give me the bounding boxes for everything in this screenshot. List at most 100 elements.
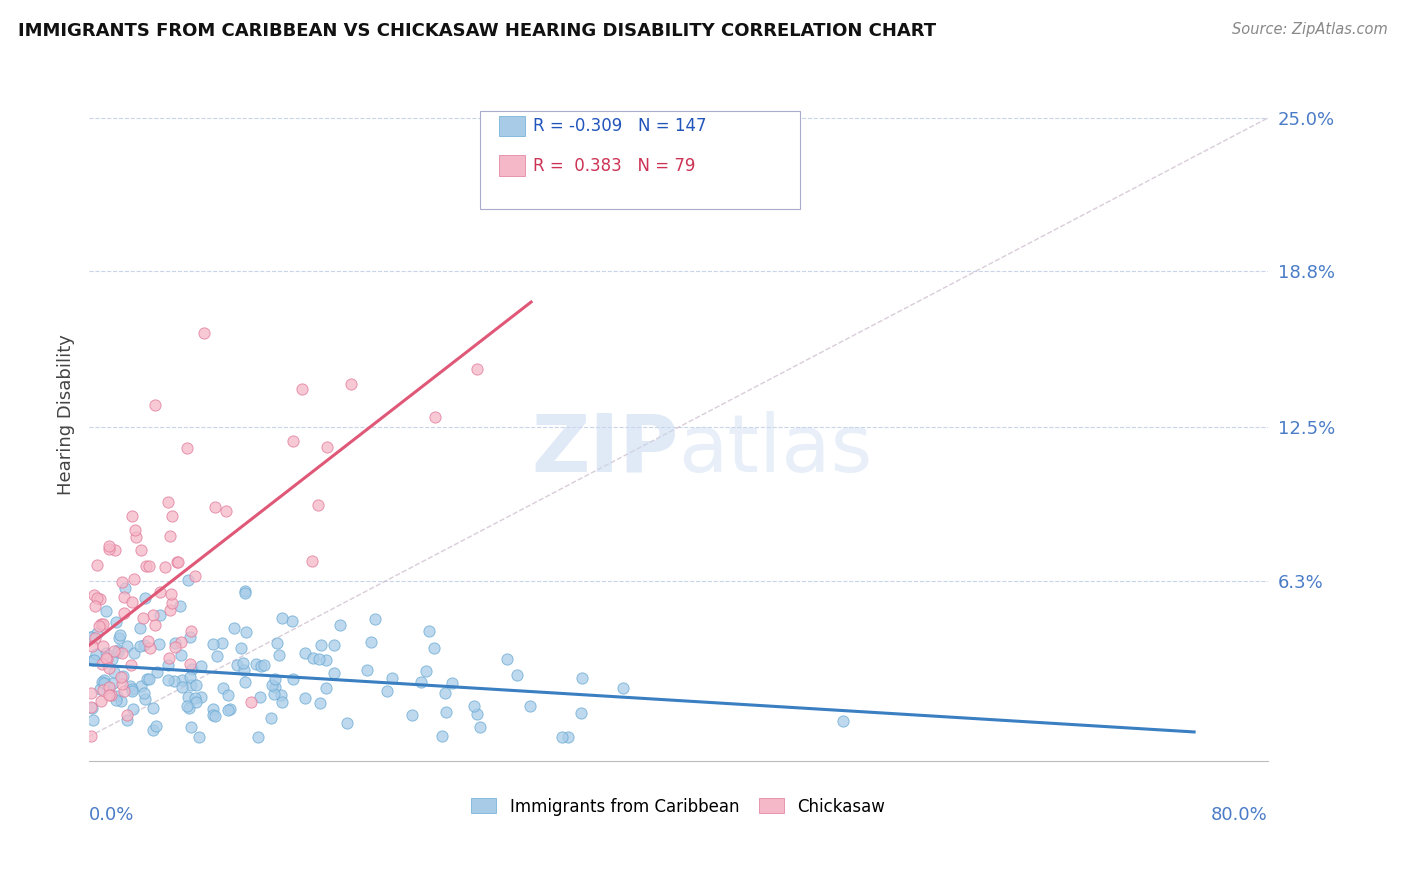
Point: [157, 673, 180, 687]
Point: [281, 434, 304, 448]
Point: [193, 326, 215, 340]
Point: [112, 683, 135, 698]
Point: [129, 621, 152, 635]
Point: [122, 702, 145, 716]
Point: [184, 678, 207, 692]
Point: [159, 603, 181, 617]
Point: [103, 644, 125, 658]
Point: [82, 701, 104, 715]
Point: [145, 665, 167, 679]
Point: [291, 382, 314, 396]
Point: [149, 584, 172, 599]
Point: [96, 651, 118, 665]
Point: [103, 665, 125, 679]
Point: [233, 584, 256, 599]
Point: [336, 715, 359, 730]
Point: [177, 690, 200, 704]
Point: [108, 628, 131, 642]
Point: [270, 688, 292, 702]
Point: [86, 591, 108, 606]
Point: [301, 554, 323, 568]
Point: [165, 640, 187, 654]
Point: [217, 703, 239, 717]
Point: [308, 652, 330, 666]
Text: IMMIGRANTS FROM CARIBBEAN VS CHICKASAW HEARING DISABILITY CORRELATION CHART: IMMIGRANTS FROM CARIBBEAN VS CHICKASAW H…: [18, 22, 936, 40]
Point: [91, 675, 114, 690]
Point: [247, 730, 270, 744]
Point: [115, 640, 138, 654]
Point: [217, 688, 239, 702]
Point: [104, 543, 127, 558]
Point: [156, 657, 179, 672]
Point: [519, 698, 541, 713]
Point: [128, 639, 150, 653]
Point: [235, 624, 257, 639]
Point: [115, 708, 138, 723]
Point: [121, 595, 143, 609]
Point: [215, 504, 238, 518]
Point: [145, 719, 167, 733]
Point: [571, 671, 593, 685]
Point: [264, 672, 287, 686]
Point: [97, 539, 120, 553]
Point: [167, 556, 190, 570]
Point: [264, 680, 287, 694]
Point: [124, 523, 146, 537]
Point: [143, 618, 166, 632]
Point: [142, 723, 165, 737]
Point: [441, 675, 464, 690]
Point: [86, 558, 108, 573]
Point: [120, 679, 142, 693]
Point: [83, 653, 105, 667]
Text: R =  0.383   N = 79: R = 0.383 N = 79: [533, 156, 696, 175]
Point: [89, 681, 111, 696]
Point: [125, 529, 148, 543]
Point: [172, 681, 194, 695]
Point: [180, 624, 202, 638]
Point: [156, 494, 179, 508]
Point: [253, 657, 276, 672]
FancyBboxPatch shape: [481, 112, 800, 209]
Point: [465, 362, 488, 376]
Point: [233, 586, 256, 600]
Text: R = -0.309   N = 147: R = -0.309 N = 147: [533, 117, 707, 135]
Point: [423, 640, 446, 655]
Point: [80, 630, 103, 644]
Point: [201, 702, 224, 716]
Point: [105, 615, 128, 630]
Point: [184, 569, 207, 583]
Point: [159, 587, 181, 601]
Point: [425, 410, 447, 425]
Text: 0.0%: 0.0%: [89, 805, 135, 824]
Point: [91, 657, 114, 671]
Point: [270, 610, 292, 624]
Point: [176, 699, 198, 714]
Text: 80.0%: 80.0%: [1211, 805, 1268, 824]
Point: [401, 707, 423, 722]
Point: [91, 616, 114, 631]
Point: [138, 673, 160, 687]
Point: [211, 636, 233, 650]
Text: atlas: atlas: [679, 410, 873, 489]
Point: [157, 651, 180, 665]
Point: [135, 558, 157, 573]
Point: [281, 614, 304, 628]
Point: [121, 508, 143, 523]
Point: [134, 692, 156, 706]
Point: [143, 399, 166, 413]
Point: [612, 681, 634, 695]
Point: [80, 685, 103, 699]
Point: [188, 730, 211, 744]
Point: [114, 590, 136, 604]
Point: [90, 694, 112, 708]
Point: [104, 693, 127, 707]
Point: [204, 500, 226, 515]
Point: [315, 653, 337, 667]
Point: [166, 555, 188, 569]
Point: [322, 639, 344, 653]
Point: [233, 663, 256, 677]
Point: [263, 687, 285, 701]
Point: [101, 651, 124, 665]
Point: [250, 658, 273, 673]
Legend: Immigrants from Caribbean, Chickasaw: Immigrants from Caribbean, Chickasaw: [465, 791, 893, 822]
